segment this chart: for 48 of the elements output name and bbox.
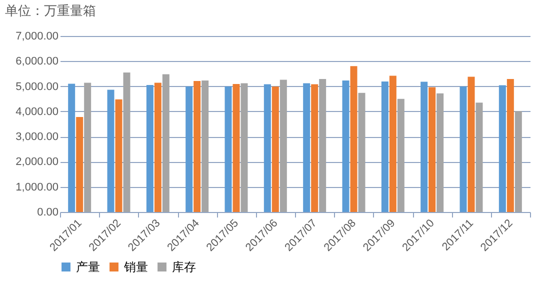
bar bbox=[498, 85, 506, 212]
bar bbox=[123, 72, 130, 212]
y-tick-label: 6,000.00 bbox=[16, 56, 58, 68]
legend-label: 产量 bbox=[76, 260, 100, 274]
y-tick-label: 5,000.00 bbox=[16, 80, 58, 93]
bar bbox=[428, 87, 436, 212]
y-tick-label: 3,000.00 bbox=[16, 131, 58, 144]
legend-label: 库存 bbox=[172, 260, 196, 274]
y-tick-label: 7,000.00 bbox=[16, 30, 58, 42]
bar bbox=[397, 98, 404, 212]
bar bbox=[202, 80, 209, 212]
bar bbox=[303, 83, 310, 212]
bar bbox=[389, 76, 396, 212]
bar bbox=[311, 84, 318, 212]
bar bbox=[84, 82, 92, 212]
bar bbox=[224, 86, 232, 212]
bar bbox=[194, 81, 201, 212]
y-tick-label: 0.00 bbox=[37, 206, 58, 218]
y-tick-label: 4,000.00 bbox=[16, 106, 58, 118]
bar bbox=[436, 93, 444, 212]
bar bbox=[146, 85, 154, 212]
bar bbox=[460, 86, 467, 212]
bar bbox=[107, 90, 114, 212]
bar bbox=[154, 82, 162, 212]
bar bbox=[115, 99, 122, 212]
bar bbox=[272, 86, 279, 212]
bar bbox=[68, 84, 76, 212]
bar bbox=[506, 78, 514, 212]
bar bbox=[342, 80, 350, 212]
y-tick-label: 2,000.00 bbox=[16, 156, 58, 168]
bar bbox=[420, 82, 428, 212]
bar bbox=[280, 80, 287, 212]
y-tick-label: 1,000.00 bbox=[16, 181, 58, 194]
bar bbox=[232, 84, 240, 212]
bar bbox=[186, 86, 193, 212]
bar bbox=[319, 78, 326, 212]
bar bbox=[240, 83, 248, 212]
bar bbox=[381, 82, 388, 212]
chart-title: 单位：万重量箱 bbox=[5, 3, 96, 18]
bar bbox=[468, 76, 475, 212]
bar bbox=[514, 111, 522, 212]
bar bbox=[476, 102, 483, 212]
bar bbox=[264, 84, 271, 212]
bar bbox=[76, 116, 84, 212]
bar bbox=[350, 66, 358, 212]
bar bbox=[358, 92, 366, 212]
legend-label: 销量 bbox=[123, 260, 148, 274]
bar bbox=[162, 74, 170, 212]
